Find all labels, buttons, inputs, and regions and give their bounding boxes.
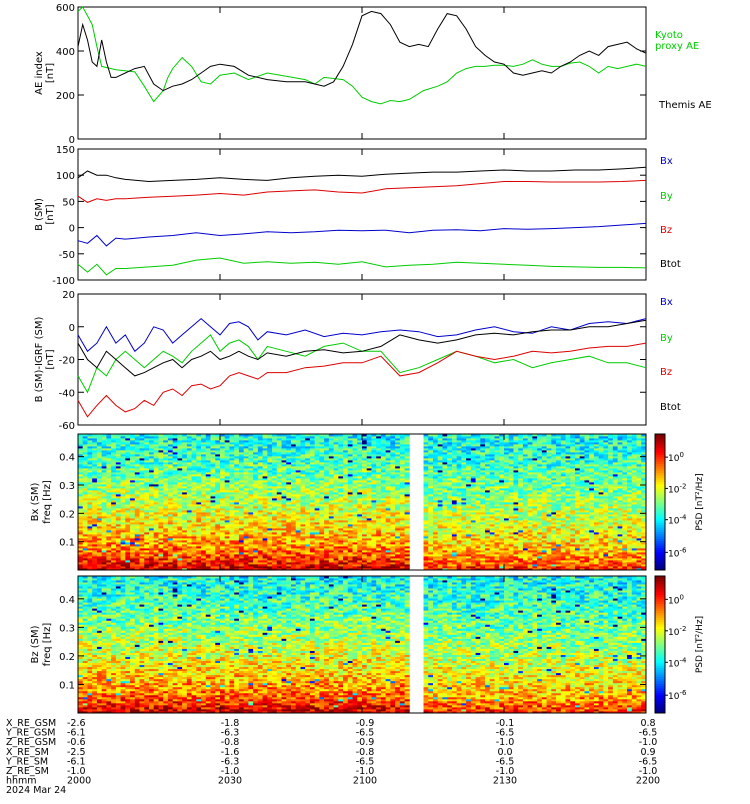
y-tick-label: 50 [62, 197, 75, 208]
series-line-bx [78, 223, 646, 246]
series-line-by [78, 258, 646, 275]
panel-2: -100 -50 0 50 100 150 B (SM)[nT] Bx By Bz Btot [34, 145, 681, 287]
legend-bz: Bz [660, 225, 672, 236]
y-axis-label: AE index [34, 51, 45, 95]
panel-frame [78, 7, 646, 139]
y-axis-label: B (SM) [34, 198, 45, 231]
y-tick-label: -60 [59, 421, 75, 432]
series-line-themis-ae [78, 11, 646, 90]
y-tick-label: -20 [59, 356, 75, 367]
panel-4: 0.10.20.30.4Bx (SM)freq [Hz]10010-210-41… [30, 434, 705, 571]
legend-btot: Btot [660, 402, 681, 413]
legend-proxy-ae: proxy AE [655, 41, 699, 52]
series-line-bz [78, 180, 646, 202]
legend-btot: Btot [660, 259, 681, 270]
y-tick-label: 600 [56, 3, 75, 14]
y-tick-label: 150 [56, 145, 75, 156]
series-line-kyoto-proxy-ae [78, 7, 646, 104]
y-tick-label: 400 [56, 47, 75, 58]
legend-kyoto: Kyoto [655, 30, 683, 41]
legend-bx: Bx [660, 156, 673, 167]
y-axis-unit: [nT] [45, 63, 56, 83]
y-tick-label: 0 [69, 224, 75, 235]
y-tick-label: 200 [56, 91, 75, 102]
series-line-bz [78, 343, 646, 417]
y-tick-label: -50 [59, 250, 75, 261]
y-axis-unit: [nT] [45, 349, 56, 369]
series-line-bx [78, 319, 646, 352]
series-line-btot [78, 167, 646, 181]
y-tick-label: 0 [69, 323, 75, 334]
panel-frame [78, 149, 646, 280]
y-axis-unit: [nT] [45, 204, 56, 224]
y-axis-label: B (SM)-IGRF (SM) [34, 317, 45, 403]
y-tick-label: -40 [59, 388, 75, 399]
y-tick-label: 20 [62, 290, 75, 301]
panel-frame [78, 294, 646, 425]
panel-3: -60 -40 -20 0 20 B (SM)-IGRF (SM)[nT] Bx By Bz Bt… [34, 290, 681, 432]
legend-bz: Bz [660, 367, 672, 378]
y-tick-label: 100 [56, 171, 75, 182]
legend-by: By [660, 191, 673, 202]
legend-themis-ae: Themis AE [658, 100, 712, 111]
legend-by: By [660, 333, 673, 344]
legend-bx: Bx [660, 297, 673, 308]
series-line-by [78, 335, 646, 392]
y-tick-label: -100 [52, 276, 75, 287]
